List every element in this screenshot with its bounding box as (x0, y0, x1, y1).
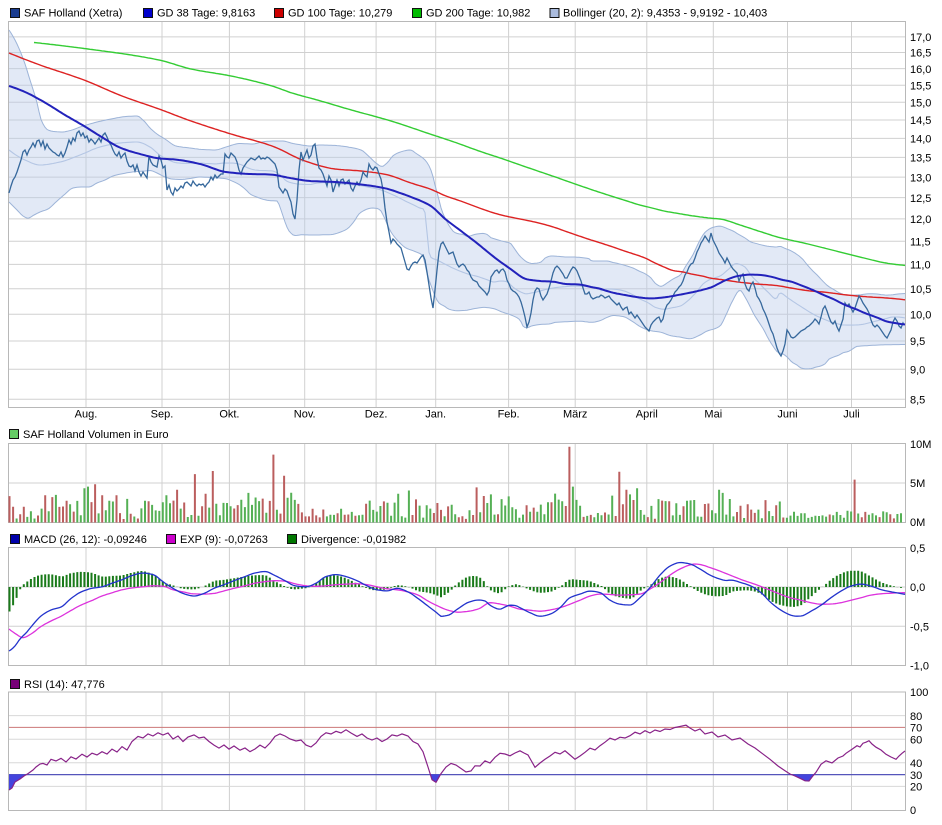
svg-text:Juni: Juni (777, 409, 797, 421)
svg-text:12,5: 12,5 (910, 193, 931, 205)
svg-text:SAF Holland (Xetra): SAF Holland (Xetra) (24, 8, 122, 20)
svg-text:April: April (636, 409, 658, 421)
svg-text:Mai: Mai (704, 409, 722, 421)
svg-text:40: 40 (910, 758, 922, 770)
svg-text:16,0: 16,0 (910, 64, 931, 76)
svg-text:8,5: 8,5 (910, 394, 925, 406)
svg-text:-0,5: -0,5 (910, 622, 929, 634)
svg-text:Aug.: Aug. (75, 409, 98, 421)
svg-text:10,0: 10,0 (910, 309, 931, 321)
svg-text:Feb.: Feb. (498, 409, 520, 421)
svg-text:60: 60 (910, 734, 922, 746)
svg-text:0,5: 0,5 (910, 543, 925, 555)
svg-text:13,5: 13,5 (910, 153, 931, 165)
svg-text:0M: 0M (910, 517, 925, 529)
svg-text:Okt.: Okt. (219, 409, 239, 421)
svg-text:9,0: 9,0 (910, 365, 925, 377)
svg-text:Juli: Juli (843, 409, 860, 421)
svg-text:Nov.: Nov. (294, 409, 316, 421)
svg-text:Sep.: Sep. (151, 409, 174, 421)
svg-text:14,5: 14,5 (910, 115, 931, 127)
svg-text:11,0: 11,0 (910, 260, 931, 272)
svg-text:GD 200 Tage: 10,982: GD 200 Tage: 10,982 (426, 8, 530, 20)
svg-text:RSI (14): 47,776: RSI (14): 47,776 (24, 679, 105, 691)
svg-text:30: 30 (910, 770, 922, 782)
svg-text:13,0: 13,0 (910, 172, 931, 184)
svg-text:15,5: 15,5 (910, 80, 931, 92)
svg-text:80: 80 (910, 711, 922, 723)
svg-text:-1,0: -1,0 (910, 661, 929, 673)
svg-text:5M: 5M (910, 478, 925, 490)
svg-text:Divergence: -0,01982: Divergence: -0,01982 (301, 534, 406, 546)
svg-text:70: 70 (910, 723, 922, 735)
svg-text:17,0: 17,0 (910, 32, 931, 44)
svg-text:15,0: 15,0 (910, 98, 931, 110)
svg-text:GD 38 Tage: 9,8163: GD 38 Tage: 9,8163 (157, 8, 255, 20)
svg-text:14,0: 14,0 (910, 134, 931, 146)
svg-text:MACD (26, 12): -0,09246: MACD (26, 12): -0,09246 (24, 534, 147, 546)
svg-text:9,5: 9,5 (910, 336, 925, 348)
svg-text:12,0: 12,0 (910, 214, 931, 226)
svg-text:GD 100 Tage: 10,279: GD 100 Tage: 10,279 (288, 8, 392, 20)
svg-text:EXP (9): -0,07263: EXP (9): -0,07263 (180, 534, 268, 546)
svg-text:März: März (563, 409, 587, 421)
svg-text:11,5: 11,5 (910, 236, 931, 248)
svg-text:100: 100 (910, 687, 928, 699)
svg-text:20: 20 (910, 782, 922, 794)
svg-text:SAF Holland Volumen in Euro: SAF Holland Volumen in Euro (23, 429, 169, 441)
svg-text:Bollinger (20, 2): 9,4353 - 9,: Bollinger (20, 2): 9,4353 - 9,9192 - 10,… (563, 8, 767, 20)
svg-text:10M: 10M (910, 439, 931, 451)
svg-text:10,5: 10,5 (910, 284, 931, 296)
svg-text:Dez.: Dez. (365, 409, 388, 421)
svg-text:16,5: 16,5 (910, 48, 931, 60)
svg-text:0,0: 0,0 (910, 582, 925, 594)
svg-text:0: 0 (910, 805, 916, 817)
svg-text:Jan.: Jan. (425, 409, 446, 421)
